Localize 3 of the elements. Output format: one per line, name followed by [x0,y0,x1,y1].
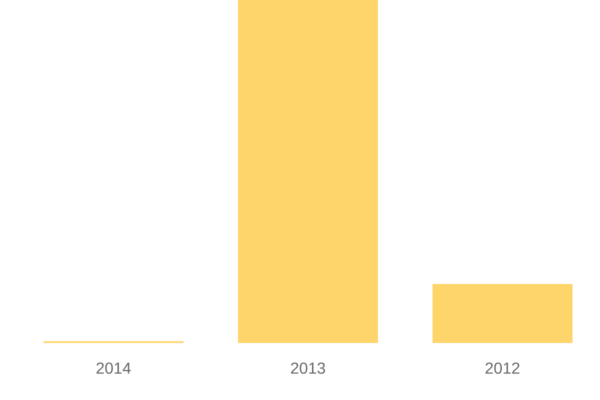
x-tick-label: 2014 [96,362,131,374]
x-tick-label: 2012 [486,362,520,374]
x-tick-label: 2013 [291,362,326,374]
